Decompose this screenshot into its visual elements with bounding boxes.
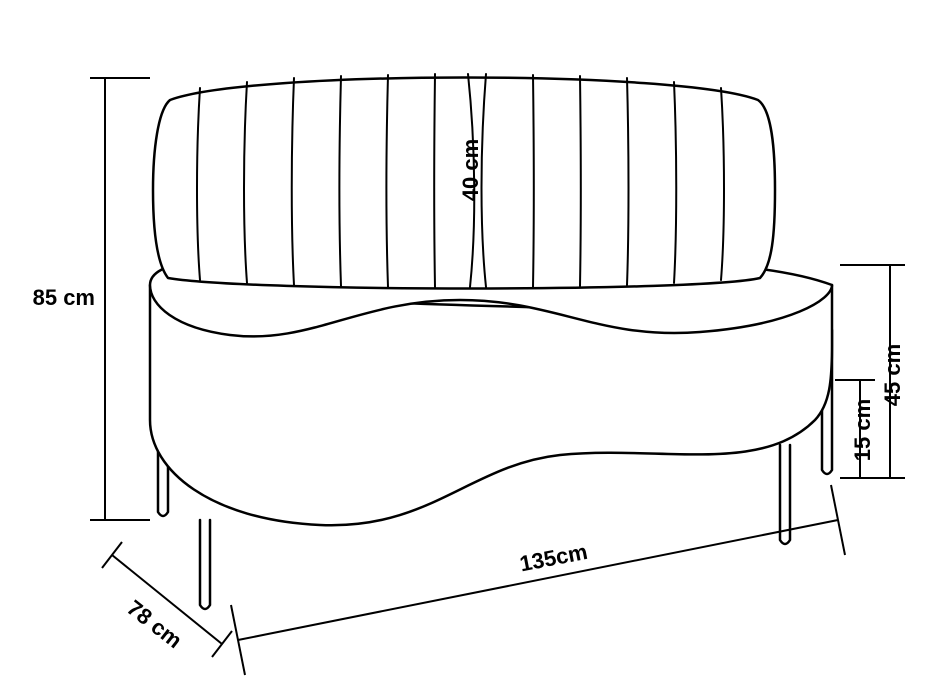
dim-depth: 78 cm (102, 542, 232, 657)
dim-total-height-label: 85 cm (33, 285, 95, 310)
dim-width-label: 135cm (518, 539, 590, 577)
dim-backrest-height: 40 cm (458, 139, 483, 201)
dim-seat-height-label: 45 cm (880, 344, 905, 406)
seat-base (150, 257, 832, 525)
dim-backrest-height-label: 40 cm (458, 139, 483, 201)
dim-leg-height-label: 15 cm (850, 399, 875, 461)
dim-total-height: 85 cm (33, 78, 150, 520)
sofa-dimension-diagram: 40 cm 85 cm 45 cm 15 cm 135cm 78 cm (0, 0, 950, 690)
dim-depth-label: 78 cm (122, 595, 187, 653)
dim-leg-height: 15 cm (835, 380, 875, 478)
